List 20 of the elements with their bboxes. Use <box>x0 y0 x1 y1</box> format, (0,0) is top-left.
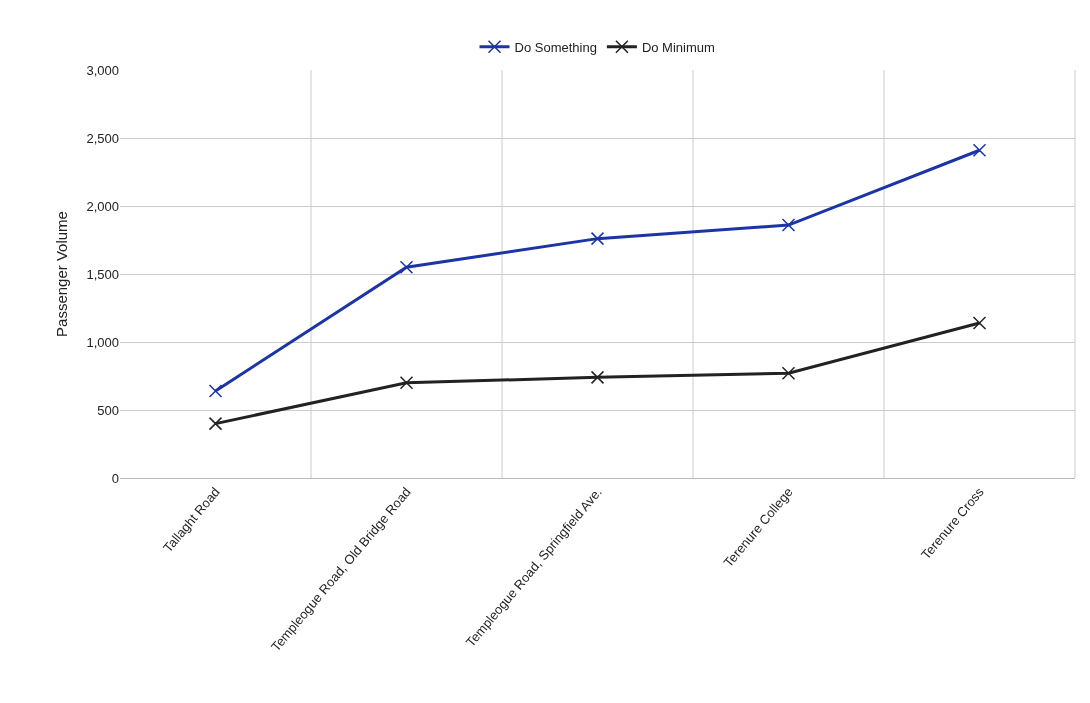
y-tick-label: 2,500 <box>86 130 119 146</box>
legend-label: Do Minimum <box>641 39 715 55</box>
y-tick-label: 1,500 <box>86 266 119 282</box>
point <box>590 370 605 385</box>
point <box>208 416 223 431</box>
point <box>972 316 987 330</box>
point <box>781 366 796 381</box>
y-tick-label: 1,000 <box>86 334 119 350</box>
y-tick-label: 500 <box>97 402 119 418</box>
legend-label: Do Something <box>514 39 597 55</box>
point <box>590 231 605 246</box>
y-axis-title: Passenger Volume <box>52 211 70 337</box>
point <box>208 384 223 398</box>
point <box>972 143 987 157</box>
point <box>399 260 414 274</box>
y-tick-label: 3,000 <box>86 62 119 78</box>
point <box>399 376 414 390</box>
y-tick-label: 2,000 <box>86 198 119 214</box>
y-tick-label: 0 <box>111 470 119 486</box>
point <box>781 218 796 232</box>
